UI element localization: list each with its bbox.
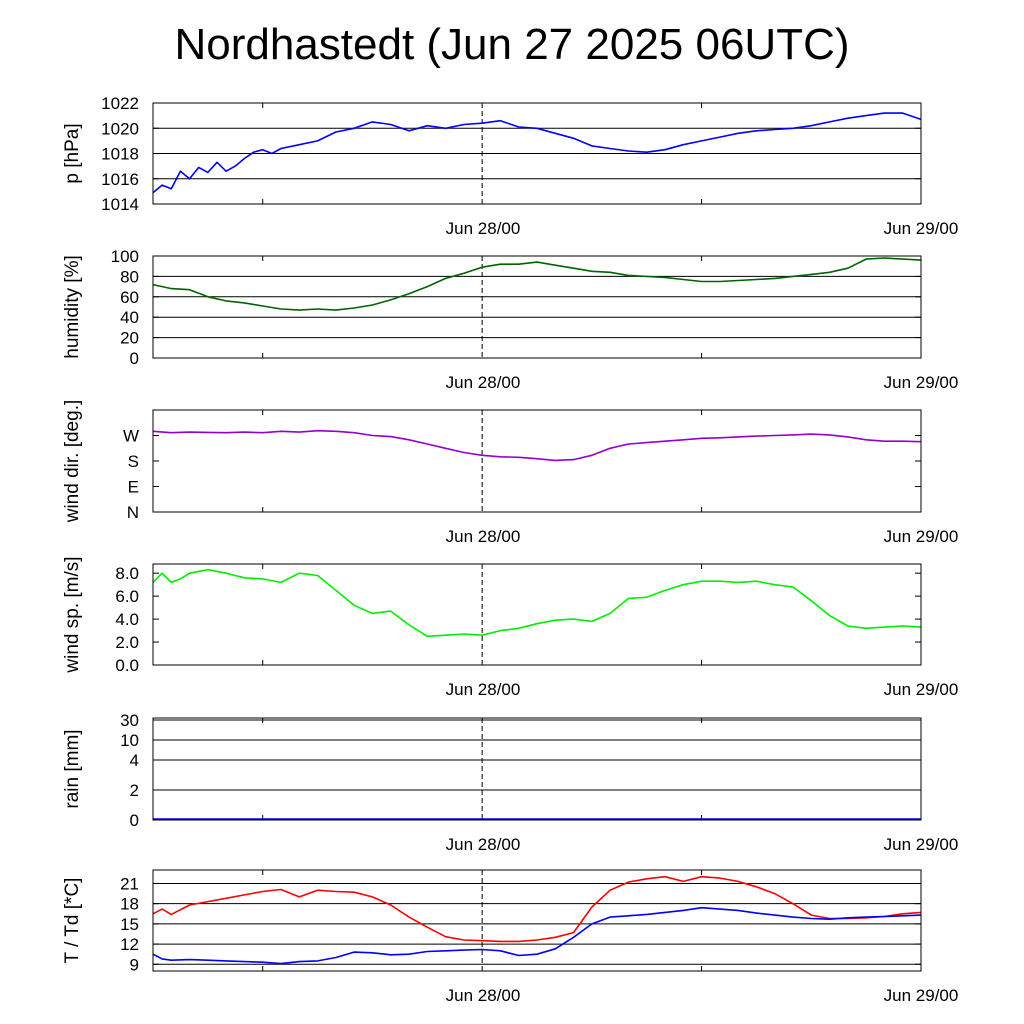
y-axis-label: wind dir. [deg.]: [62, 400, 83, 524]
x-tick-label: Jun 29/00: [884, 986, 959, 1005]
y-tick-label: 0: [130, 349, 139, 368]
x-tick-label: Jun 28/00: [446, 527, 521, 546]
y-axis-label: rain [mm]: [62, 729, 83, 808]
y-tick-label: 1020: [101, 119, 139, 138]
y-tick-label: 0: [130, 811, 139, 830]
y-tick-label: W: [123, 427, 139, 446]
y-tick-label: 1022: [101, 94, 139, 113]
y-tick-label: 40: [120, 308, 139, 327]
y-tick-label: 60: [120, 288, 139, 307]
y-tick-label: 30: [120, 711, 139, 730]
y-tick-label: 1018: [101, 145, 139, 164]
panel-3: 8.0 6.0 4.0 2.0 0.0 wind sp. [m/s] Jun 28/00 Ju…: [62, 556, 958, 699]
x-tick-label: Jun 29/00: [884, 835, 959, 854]
x-tick-label: Jun 28/00: [446, 835, 521, 854]
y-tick-label: E: [128, 478, 139, 497]
x-tick-label: Jun 29/00: [884, 527, 959, 546]
y-axis-label: humidity [%]: [62, 255, 83, 358]
y-tick-label: 1014: [101, 195, 139, 214]
y-tick-label: 4: [130, 751, 139, 770]
y-tick-label: 18: [120, 895, 139, 914]
y-tick-label: 15: [120, 915, 139, 934]
y-tick-label: N: [127, 503, 139, 522]
y-tick-label: 9: [130, 955, 139, 974]
y-tick-label: 2: [130, 781, 139, 800]
y-tick-label: 12: [120, 935, 139, 954]
x-tick-label: Jun 28/00: [446, 986, 521, 1005]
y-axis-label: wind sp. [m/s]: [62, 556, 83, 673]
y-tick-label: 10: [120, 731, 139, 750]
y-tick-label: 21: [120, 874, 139, 893]
series-line-0: [152, 568, 922, 638]
x-tick-label: Jun 29/00: [884, 373, 959, 392]
y-tick-label: 100: [111, 247, 139, 266]
plot-frame: [152, 255, 922, 359]
plot-frame: [152, 409, 922, 513]
x-tick-label: Jun 29/00: [884, 680, 959, 699]
y-tick-label: 4.0: [115, 610, 139, 629]
y-tick-label: 80: [120, 267, 139, 286]
panel-0: 1022 1020 1018 1016 1014 p [hPa] Jun 28/00 Jun …: [62, 94, 958, 238]
y-axis-label: p [hPa]: [62, 123, 83, 183]
y-tick-label: 0.0: [115, 656, 139, 675]
plot-frame: [152, 717, 922, 821]
y-axis-label: T / Td [*C]: [62, 878, 83, 964]
x-tick-label: Jun 28/00: [446, 680, 521, 699]
y-tick-label: 1016: [101, 170, 139, 189]
series-line-0: [152, 257, 922, 311]
y-tick-label: 8.0: [115, 564, 139, 583]
series-line-0: [152, 112, 922, 194]
plot-frame: [152, 869, 922, 972]
y-tick-label: S: [128, 452, 139, 471]
series-line-1: [152, 906, 922, 965]
x-tick-label: Jun 29/00: [884, 219, 959, 238]
chart-title: Nordhastedt (Jun 27 2025 06UTC): [174, 20, 850, 69]
y-tick-label: 20: [120, 329, 139, 348]
x-tick-label: Jun 28/00: [446, 373, 521, 392]
y-tick-label: 6.0: [115, 587, 139, 606]
series-line-0: [152, 875, 922, 943]
plot-frame: [152, 102, 922, 205]
plot-frame: [152, 563, 922, 666]
y-tick-label: 2.0: [115, 633, 139, 652]
series-line-0: [152, 429, 922, 462]
x-tick-label: Jun 28/00: [446, 219, 521, 238]
